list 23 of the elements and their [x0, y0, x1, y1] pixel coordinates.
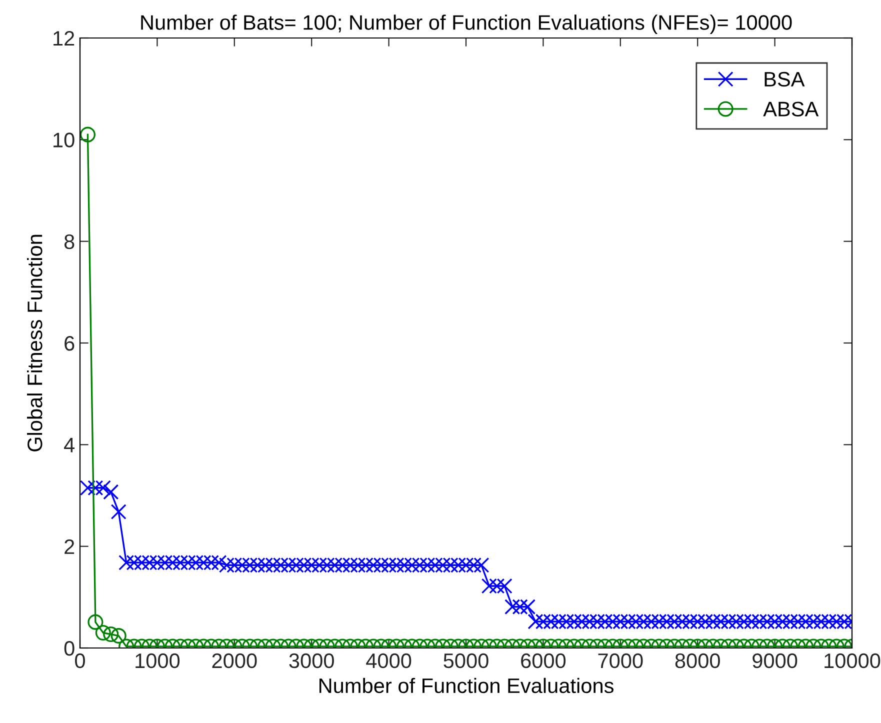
x-tick-label: 2000 — [212, 653, 257, 668]
y-tick-label: 6 — [64, 336, 74, 351]
x-tick-label: 1000 — [136, 653, 180, 668]
y-tick-label: 0 — [64, 641, 74, 656]
legend-label: ABSA — [763, 102, 819, 116]
x-tick-label: 4000 — [366, 653, 412, 668]
x-tick-label: 8000 — [675, 653, 720, 668]
x-tick-label: 5000 — [444, 653, 488, 668]
x-tick-label: 10000 — [824, 653, 880, 668]
x-tick-label: 3000 — [289, 653, 334, 668]
y-tick-label: 8 — [64, 234, 74, 250]
y-tick-label: 10 — [54, 132, 74, 148]
x-tick-label: 7000 — [598, 653, 643, 668]
x-axis-title: Number of Function Evaluations — [319, 678, 614, 694]
chart-title: Number of Bats= 100; Number of Function Evaluations (NFEs)= 10000 — [141, 14, 792, 34]
x-tick-label: 0 — [75, 653, 85, 668]
y-axis-title: Global Fitness Function — [26, 234, 42, 452]
y-tick-label: 2 — [64, 539, 74, 554]
x-tick-label: 6000 — [521, 653, 566, 668]
y-tick-label: 4 — [64, 438, 75, 452]
y-tick-label: 12 — [54, 31, 74, 46]
x-tick-label: 9000 — [752, 653, 798, 668]
legend-label: BSA — [764, 72, 805, 87]
